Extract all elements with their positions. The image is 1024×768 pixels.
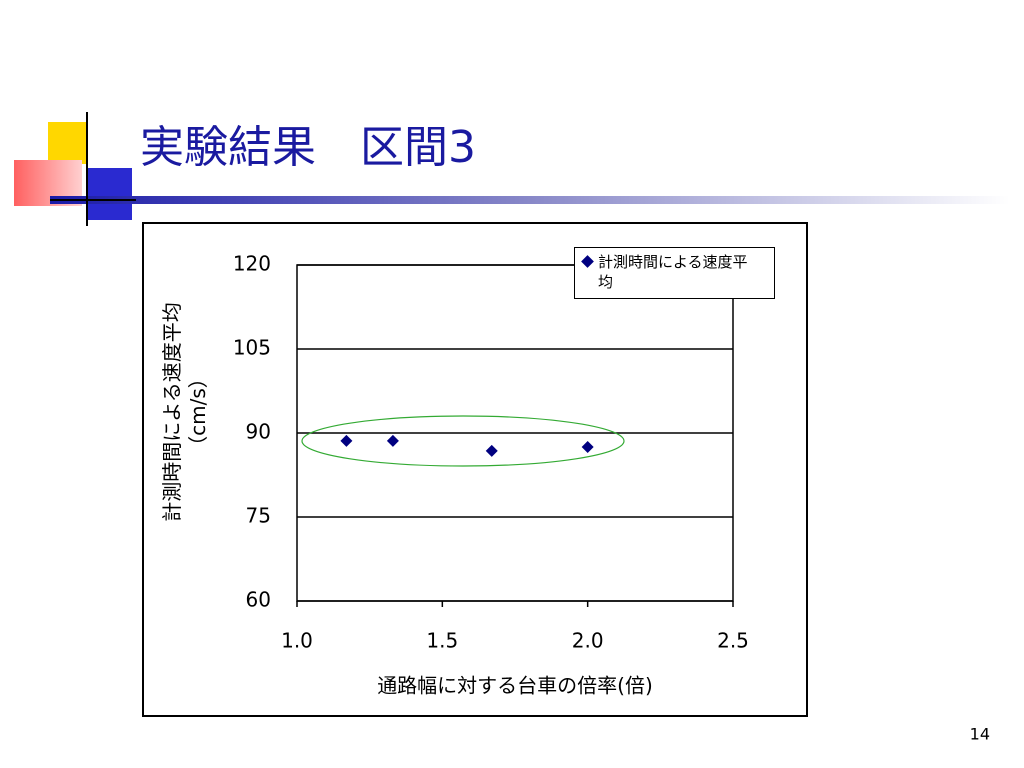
page-number: 14: [970, 725, 990, 744]
deco-yellow: [48, 122, 88, 164]
title-rule: [50, 196, 1010, 204]
x-tick-label: 1.0: [281, 629, 313, 653]
data-point: [386, 434, 399, 447]
highlight-ellipse: [301, 415, 625, 467]
x-tick-label: 2.5: [717, 629, 749, 653]
data-point: [581, 441, 594, 453]
x-tick-label: 1.5: [426, 629, 458, 653]
slide-title: 実験結果 区間3: [140, 122, 476, 173]
legend-marker: [581, 255, 594, 268]
y-tick-label: 90: [246, 420, 271, 444]
x-tick-label: 2.0: [572, 629, 604, 653]
y-tick-label: 60: [246, 588, 271, 612]
plot: 60 75 90 105 120 1.0 1.5 2.0 2.5 通路幅に対する台車の倍率(倍): [233, 252, 749, 698]
data-point: [340, 434, 353, 447]
deco-blue: [88, 168, 132, 220]
y-axis-label: 計測時間による速度平均（cm/s）: [160, 302, 210, 522]
y-tick-label: 120: [233, 252, 271, 276]
legend-label: 計測時間による速度平均: [598, 253, 748, 291]
data-point: [485, 444, 498, 457]
legend: 計測時間による速度平均: [574, 247, 775, 299]
y-tick-label: 105: [233, 336, 271, 360]
x-axis-label: 通路幅に対する台車の倍率(倍): [377, 674, 653, 698]
y-tick-label: 75: [246, 504, 271, 528]
